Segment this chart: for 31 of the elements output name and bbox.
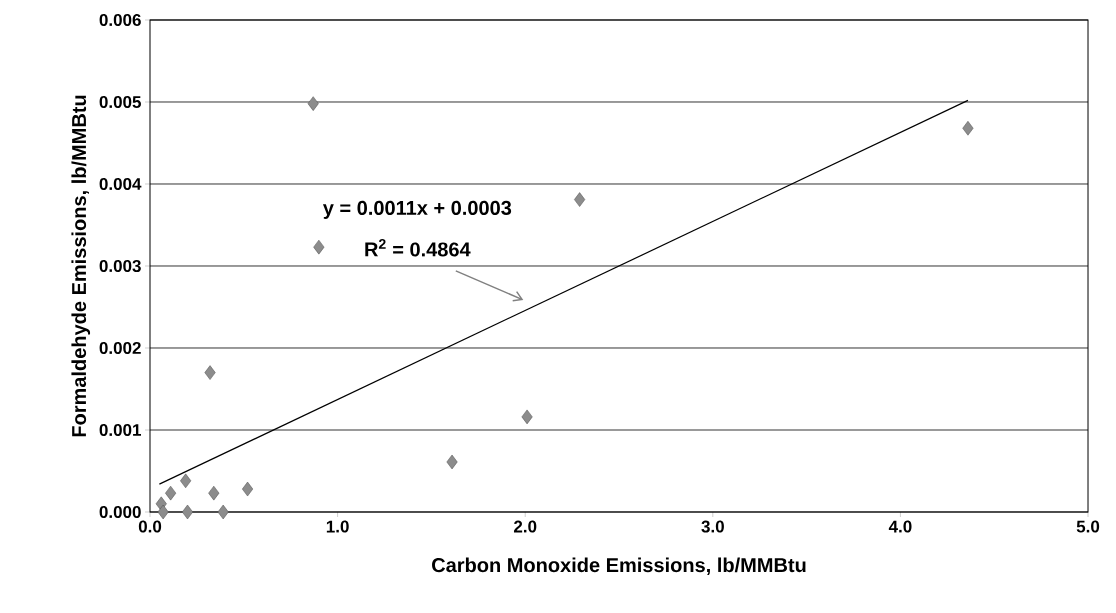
point [962, 120, 974, 136]
y-tick-label: 0.004 [99, 177, 142, 191]
point [242, 481, 254, 497]
x-tick-label: 5.0 [1076, 520, 1100, 533]
annotation: y = 0.0011x + 0.0003 [322, 200, 512, 219]
x-tick-label: 4.0 [888, 520, 912, 533]
x-tick-label: 0.0 [138, 520, 162, 533]
x-tick-label: 3.0 [701, 520, 724, 533]
point [307, 96, 319, 111]
point [204, 365, 216, 380]
y-axis-title: Formaldehyde Emissions, lb/MMBtu [71, 95, 91, 437]
x-tick-label: 1.0 [326, 520, 349, 533]
point [180, 473, 192, 489]
point [182, 504, 194, 520]
y-tick-label: 0.001 [99, 423, 141, 437]
y-tick-label: 0.002 [99, 341, 141, 355]
point [157, 504, 169, 520]
x-tick-label: 2.0 [513, 520, 537, 533]
y-tick-label: 0.000 [99, 505, 141, 519]
y-tick-label: 0.005 [99, 95, 141, 109]
point [446, 454, 458, 470]
point [165, 485, 177, 501]
y-tick-label: 0.006 [99, 13, 141, 27]
point [521, 409, 533, 425]
x-axis-title: Carbon Monoxide Emissions, lb/MMBtu [432, 557, 806, 576]
point [313, 239, 325, 255]
point [208, 485, 220, 501]
point [574, 192, 586, 207]
point [217, 504, 229, 520]
y-tick-label: 0.003 [99, 259, 141, 273]
annotation: R$^{2}$ = 0.4864 [365, 239, 471, 257]
